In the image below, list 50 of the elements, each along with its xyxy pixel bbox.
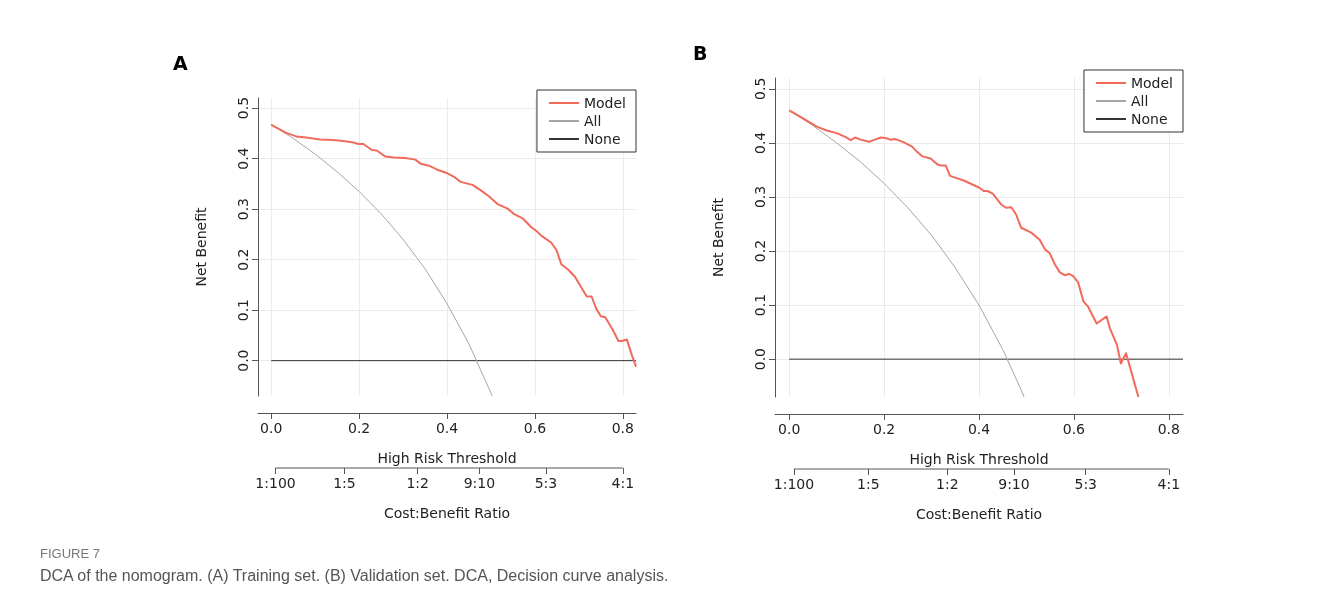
- x-axis-title: High Risk Threshold: [377, 450, 517, 466]
- legend-label: Model: [583, 95, 627, 111]
- x-tick-label: 0.6: [523, 420, 547, 436]
- y-tick-label: 0.0: [235, 349, 251, 372]
- legend-label: All: [583, 113, 602, 129]
- text: 5:3: [1074, 476, 1098, 492]
- x2-axis-title: Cost:Benefit Ratio: [383, 505, 511, 521]
- y-tick-label: 0.2: [752, 239, 768, 263]
- x-tick-label: 0.4: [435, 420, 459, 436]
- y-axis-title: Net Benefit: [710, 197, 726, 278]
- legend-label: None: [583, 131, 621, 147]
- x-axis-title: High Risk Threshold: [909, 451, 1049, 467]
- x2-axis-title: Cost:Benefit Ratio: [915, 506, 1043, 522]
- chart-title: B: [693, 41, 708, 64]
- legend-label: Model: [1130, 75, 1174, 91]
- text: 9:10: [998, 476, 1030, 492]
- text: 1:100: [773, 476, 815, 492]
- x-tick-label: 0.8: [611, 420, 634, 436]
- text: 4:1: [611, 475, 635, 491]
- y-tick-label: 0.4: [752, 131, 768, 155]
- legend-label: All: [1130, 93, 1149, 109]
- text: 1:100: [255, 475, 296, 491]
- y-tick-label: 0.4: [235, 147, 251, 170]
- y-tick-label: 0.2: [235, 248, 251, 271]
- text: 1:5: [333, 475, 356, 491]
- y-tick-label: 0.5: [235, 96, 251, 120]
- y-tick-label: 0.5: [752, 77, 768, 100]
- x-tick-label: 0.6: [1062, 421, 1086, 437]
- x-tick-label: 0.8: [1157, 421, 1180, 437]
- y-tick-label: 0.3: [235, 197, 251, 221]
- chart-title: A: [173, 51, 188, 74]
- legend-label: None: [1130, 111, 1168, 127]
- y-tick-label: 0.1: [752, 293, 768, 317]
- x-tick-label: 0.0: [778, 421, 801, 437]
- text: 9:10: [463, 475, 496, 491]
- y-tick-label: 0.0: [752, 348, 768, 371]
- text: 5:3: [534, 475, 558, 491]
- text: 1:5: [857, 476, 880, 492]
- text: 1:2: [406, 475, 429, 491]
- x-tick-label: 0.4: [967, 421, 991, 437]
- text: DCA of the nomogram. (A) Training set. (B) Validation set. DCA, Decision curve analysis.: [40, 567, 669, 585]
- text: 4:1: [1157, 476, 1181, 492]
- x-tick-label: 0.0: [260, 420, 283, 436]
- y-tick-label: 0.1: [235, 299, 251, 322]
- y-axis-title: Net Benefit: [193, 206, 209, 287]
- caption: FIGURE 7: [40, 546, 101, 561]
- x-tick-label: 0.2: [872, 421, 896, 437]
- x-tick-label: 0.2: [347, 420, 371, 436]
- y-tick-label: 0.3: [752, 185, 768, 209]
- text: 1:2: [936, 476, 959, 492]
